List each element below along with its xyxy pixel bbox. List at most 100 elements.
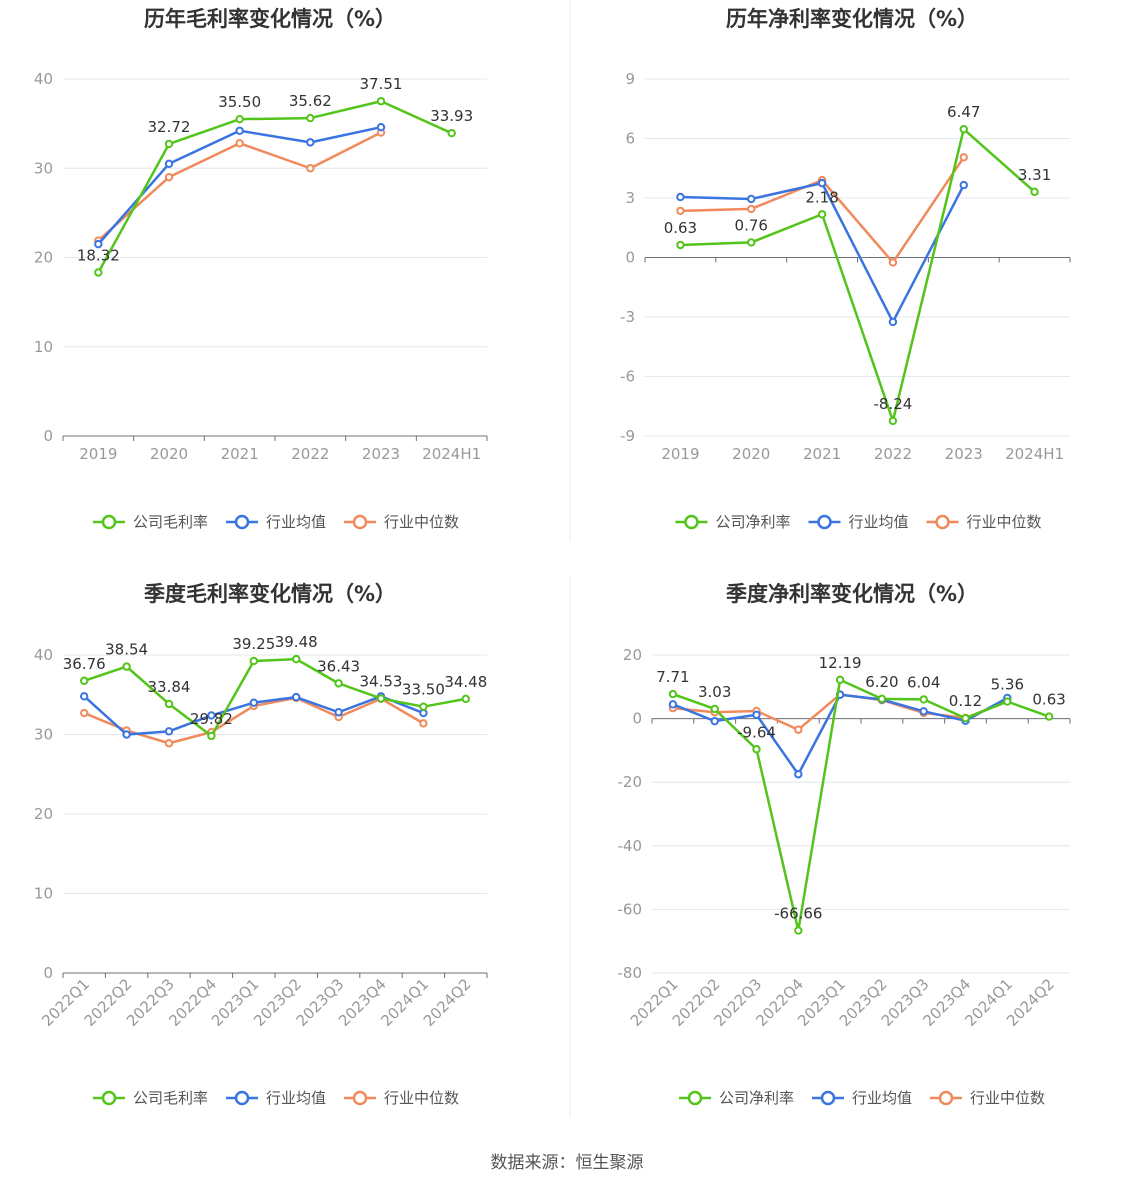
- y-tick-label: 0: [632, 710, 642, 728]
- data-point: [235, 139, 244, 148]
- legend: 公司毛利率 行业均值 行业中位数: [93, 513, 459, 531]
- y-tick-label: -60: [618, 900, 643, 918]
- data-label: 36.43: [317, 657, 360, 675]
- legend-marker-icon: [684, 514, 699, 530]
- data-point: [94, 268, 103, 277]
- data-label: 0.12: [949, 692, 982, 710]
- data-point: [752, 710, 761, 719]
- data-label: 35.62: [289, 92, 332, 110]
- x-tick-label: 2023: [945, 445, 983, 463]
- data-point: [334, 679, 343, 688]
- x-tick-label: 2024Q2: [420, 975, 475, 1030]
- chart-panel-4: 季度净利率变化情况（%）-80-60-40-200202022Q12022Q22…: [618, 582, 1071, 1107]
- y-tick-label: 9: [625, 70, 635, 88]
- legend-item[interactable]: 行业中位数: [926, 513, 1042, 531]
- data-label: 38.54: [105, 641, 148, 659]
- data-point: [306, 113, 315, 123]
- data-label: 6.20: [865, 673, 898, 691]
- data-point: [1044, 712, 1054, 721]
- legend-item[interactable]: 行业中位数: [344, 513, 459, 531]
- legend-marker-icon: [938, 1090, 954, 1106]
- data-point: [122, 730, 131, 739]
- legend-label: 公司净利率: [719, 1089, 794, 1107]
- legend-marker-icon: [820, 1090, 836, 1106]
- y-tick-label: 40: [34, 646, 53, 664]
- y-tick-label: 0: [625, 249, 635, 267]
- legend-item[interactable]: 行业均值: [226, 1089, 326, 1107]
- data-point: [292, 654, 301, 664]
- data-point: [207, 731, 216, 741]
- legend-item[interactable]: 行业中位数: [344, 1089, 459, 1107]
- legend-item[interactable]: 行业中位数: [930, 1089, 1045, 1107]
- data-point: [794, 725, 803, 734]
- data-point: [835, 675, 845, 685]
- legend-label: 公司毛利率: [133, 1089, 208, 1107]
- legend-item[interactable]: 公司净利率: [679, 1089, 794, 1107]
- data-point: [668, 700, 678, 709]
- data-point: [249, 656, 259, 666]
- legend-item[interactable]: 行业均值: [812, 1089, 912, 1107]
- series-line: [680, 127, 1036, 423]
- y-tick-label: 10: [34, 338, 53, 356]
- data-point: [80, 676, 89, 685]
- data-point: [164, 172, 174, 182]
- data-point: [306, 138, 315, 147]
- legend-label: 行业中位数: [384, 513, 459, 531]
- legend-label: 行业均值: [266, 513, 326, 531]
- y-tick-label: 30: [34, 726, 53, 744]
- data-point: [919, 707, 928, 716]
- data-point: [794, 770, 803, 779]
- data-point: [752, 745, 761, 754]
- legend-item[interactable]: 公司净利率: [675, 513, 791, 531]
- data-label: 34.53: [360, 672, 403, 690]
- y-tick-label: -9: [620, 427, 635, 445]
- legend-item[interactable]: 行业均值: [226, 513, 326, 531]
- data-point: [376, 122, 386, 132]
- data-label: 37.51: [360, 75, 403, 93]
- data-label: 33.50: [402, 681, 445, 699]
- data-point: [710, 716, 719, 726]
- x-tick-label: 2022: [291, 445, 329, 463]
- chart-title: 季度毛利率变化情况（%）: [144, 582, 396, 606]
- data-label: 33.84: [148, 678, 191, 696]
- legend: 公司毛利率 行业均值 行业中位数: [93, 1089, 459, 1107]
- x-tick-label: 2020: [732, 445, 770, 463]
- data-label: 18.32: [77, 246, 120, 264]
- chart-title: 历年毛利率变化情况（%）: [144, 7, 396, 31]
- data-point: [164, 727, 174, 736]
- y-tick-label: -80: [618, 964, 643, 982]
- y-tick-label: -6: [620, 368, 635, 386]
- y-tick-label: -20: [618, 773, 643, 791]
- data-point: [959, 153, 968, 162]
- data-label: 7.71: [656, 668, 689, 686]
- legend-item[interactable]: 公司毛利率: [93, 513, 208, 531]
- data-point: [961, 714, 970, 723]
- legend-item[interactable]: 公司毛利率: [93, 1089, 208, 1107]
- data-point: [676, 206, 685, 216]
- y-tick-label: 6: [625, 130, 635, 148]
- y-tick-label: 20: [34, 249, 53, 267]
- legend-item[interactable]: 行业均值: [808, 513, 909, 531]
- data-point: [122, 662, 131, 671]
- data-point: [959, 180, 968, 190]
- legend-label: 公司净利率: [716, 513, 791, 531]
- series-line: [97, 131, 382, 242]
- data-point: [164, 699, 174, 709]
- data-point: [235, 114, 244, 124]
- x-tick-label: 2019: [79, 445, 117, 463]
- data-label: 6.47: [947, 103, 980, 121]
- data-point: [80, 708, 89, 718]
- data-point: [80, 692, 89, 701]
- data-point: [249, 698, 259, 707]
- data-point: [888, 416, 898, 426]
- legend-label: 行业中位数: [967, 513, 1042, 531]
- data-point: [94, 239, 103, 249]
- series-line: [97, 99, 453, 274]
- x-tick-label: 2024H1: [422, 445, 481, 463]
- data-point: [447, 128, 456, 138]
- data-label: 39.48: [275, 633, 318, 651]
- data-point: [817, 178, 827, 188]
- data-point: [794, 926, 803, 935]
- x-tick-label: 2020: [150, 445, 188, 463]
- y-tick-label: 20: [34, 805, 53, 823]
